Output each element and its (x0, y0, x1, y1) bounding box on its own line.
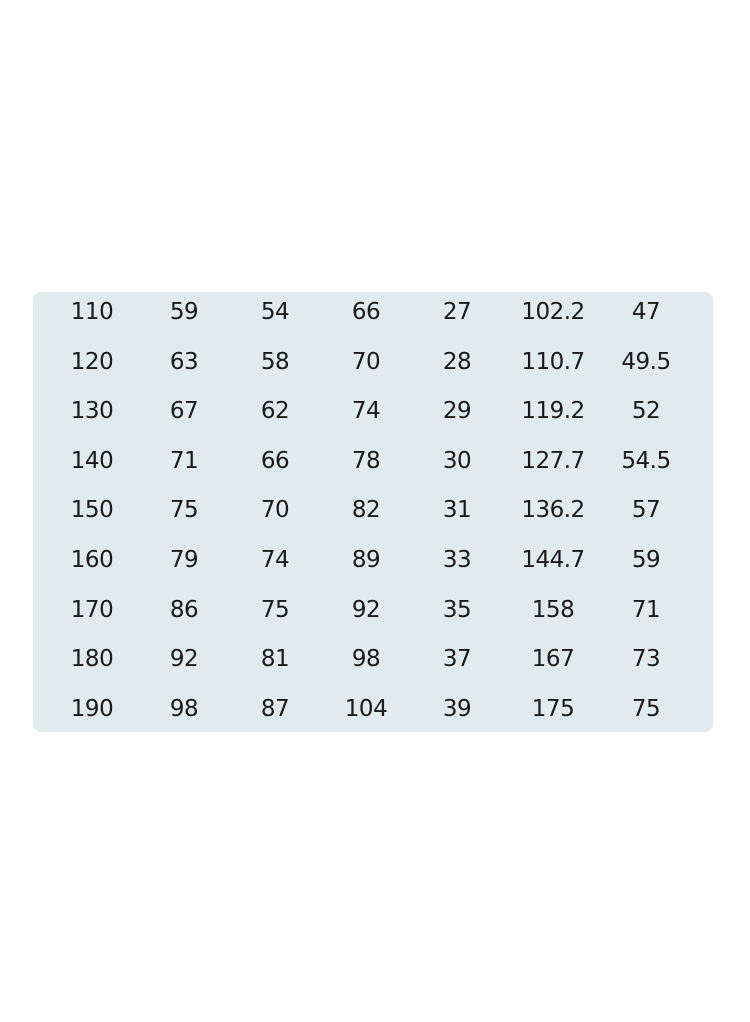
table-cell: 119.2 (521, 398, 585, 425)
table-cell: 180 (70, 646, 114, 673)
table-cell: 54 (260, 299, 290, 325)
table-cell: 71 (169, 447, 199, 474)
table-cell: 28 (442, 348, 472, 375)
table-cell: 58 (260, 348, 290, 375)
table-cell: 89 (351, 547, 381, 573)
table-cell: 67 (169, 398, 199, 425)
table-cell: 92 (169, 646, 199, 673)
table-cell: 104 (344, 695, 388, 722)
table-cell: 35 (442, 596, 472, 623)
table-cell: 79 (169, 547, 199, 573)
table-cell: 170 (70, 596, 114, 623)
table-cell: 158 (531, 596, 575, 623)
table-cell: 59 (169, 299, 199, 325)
table-cell: 30 (442, 447, 472, 474)
table-cell: 70 (351, 348, 381, 375)
table-cell: 110 (70, 299, 114, 325)
size-table: 110 59 54 66 27 102.2 47 120 63 58 70 28 110.7 49.5 13… (33, 292, 713, 732)
table-cell: 74 (260, 547, 290, 573)
table-cell: 37 (442, 646, 472, 673)
table-cell: 63 (169, 348, 199, 375)
table-cell: 33 (442, 547, 472, 573)
table-cell: 75 (169, 497, 199, 524)
table-cell: 150 (70, 497, 114, 524)
table-cell: 136.2 (521, 497, 585, 524)
table-cell: 73 (631, 646, 661, 673)
table-cell: 66 (351, 299, 381, 325)
table-cell: 78 (351, 447, 381, 474)
table-cell: 110.7 (521, 348, 585, 375)
table-cell: 167 (531, 646, 575, 673)
table-cell: 127.7 (521, 447, 585, 474)
table-cell: 57 (631, 497, 661, 524)
table-cell: 175 (531, 695, 575, 722)
table-cell: 49.5 (621, 348, 671, 375)
table-cell: 70 (260, 497, 290, 524)
table-cell: 39 (442, 695, 472, 722)
table-cell: 31 (442, 497, 472, 524)
table-cell: 74 (351, 398, 381, 425)
table-cell: 52 (631, 398, 661, 425)
table-cell: 75 (260, 596, 290, 623)
table-cell: 71 (631, 596, 661, 623)
table-cell: 54.5 (621, 447, 671, 474)
table-cell: 29 (442, 398, 472, 425)
table-cell: 81 (260, 646, 290, 673)
table-cell: 75 (631, 695, 661, 722)
table-cell: 98 (351, 646, 381, 673)
table-cell: 144.7 (521, 547, 585, 573)
table-cell: 130 (70, 398, 114, 425)
table-cell: 140 (70, 447, 114, 474)
table-cell: 120 (70, 348, 114, 375)
table-cell: 190 (70, 695, 114, 722)
table-cell: 59 (631, 547, 661, 573)
table-cell: 82 (351, 497, 381, 524)
table-cell: 87 (260, 695, 290, 722)
table-cell: 62 (260, 398, 290, 425)
table-cell: 102.2 (521, 299, 585, 325)
table-cell: 86 (169, 596, 199, 623)
table-cell: 47 (631, 299, 661, 325)
table-cell: 92 (351, 596, 381, 623)
table-cell: 160 (70, 547, 114, 573)
table-cell: 66 (260, 447, 290, 474)
table-cell: 98 (169, 695, 199, 722)
table-cell: 27 (442, 299, 472, 325)
